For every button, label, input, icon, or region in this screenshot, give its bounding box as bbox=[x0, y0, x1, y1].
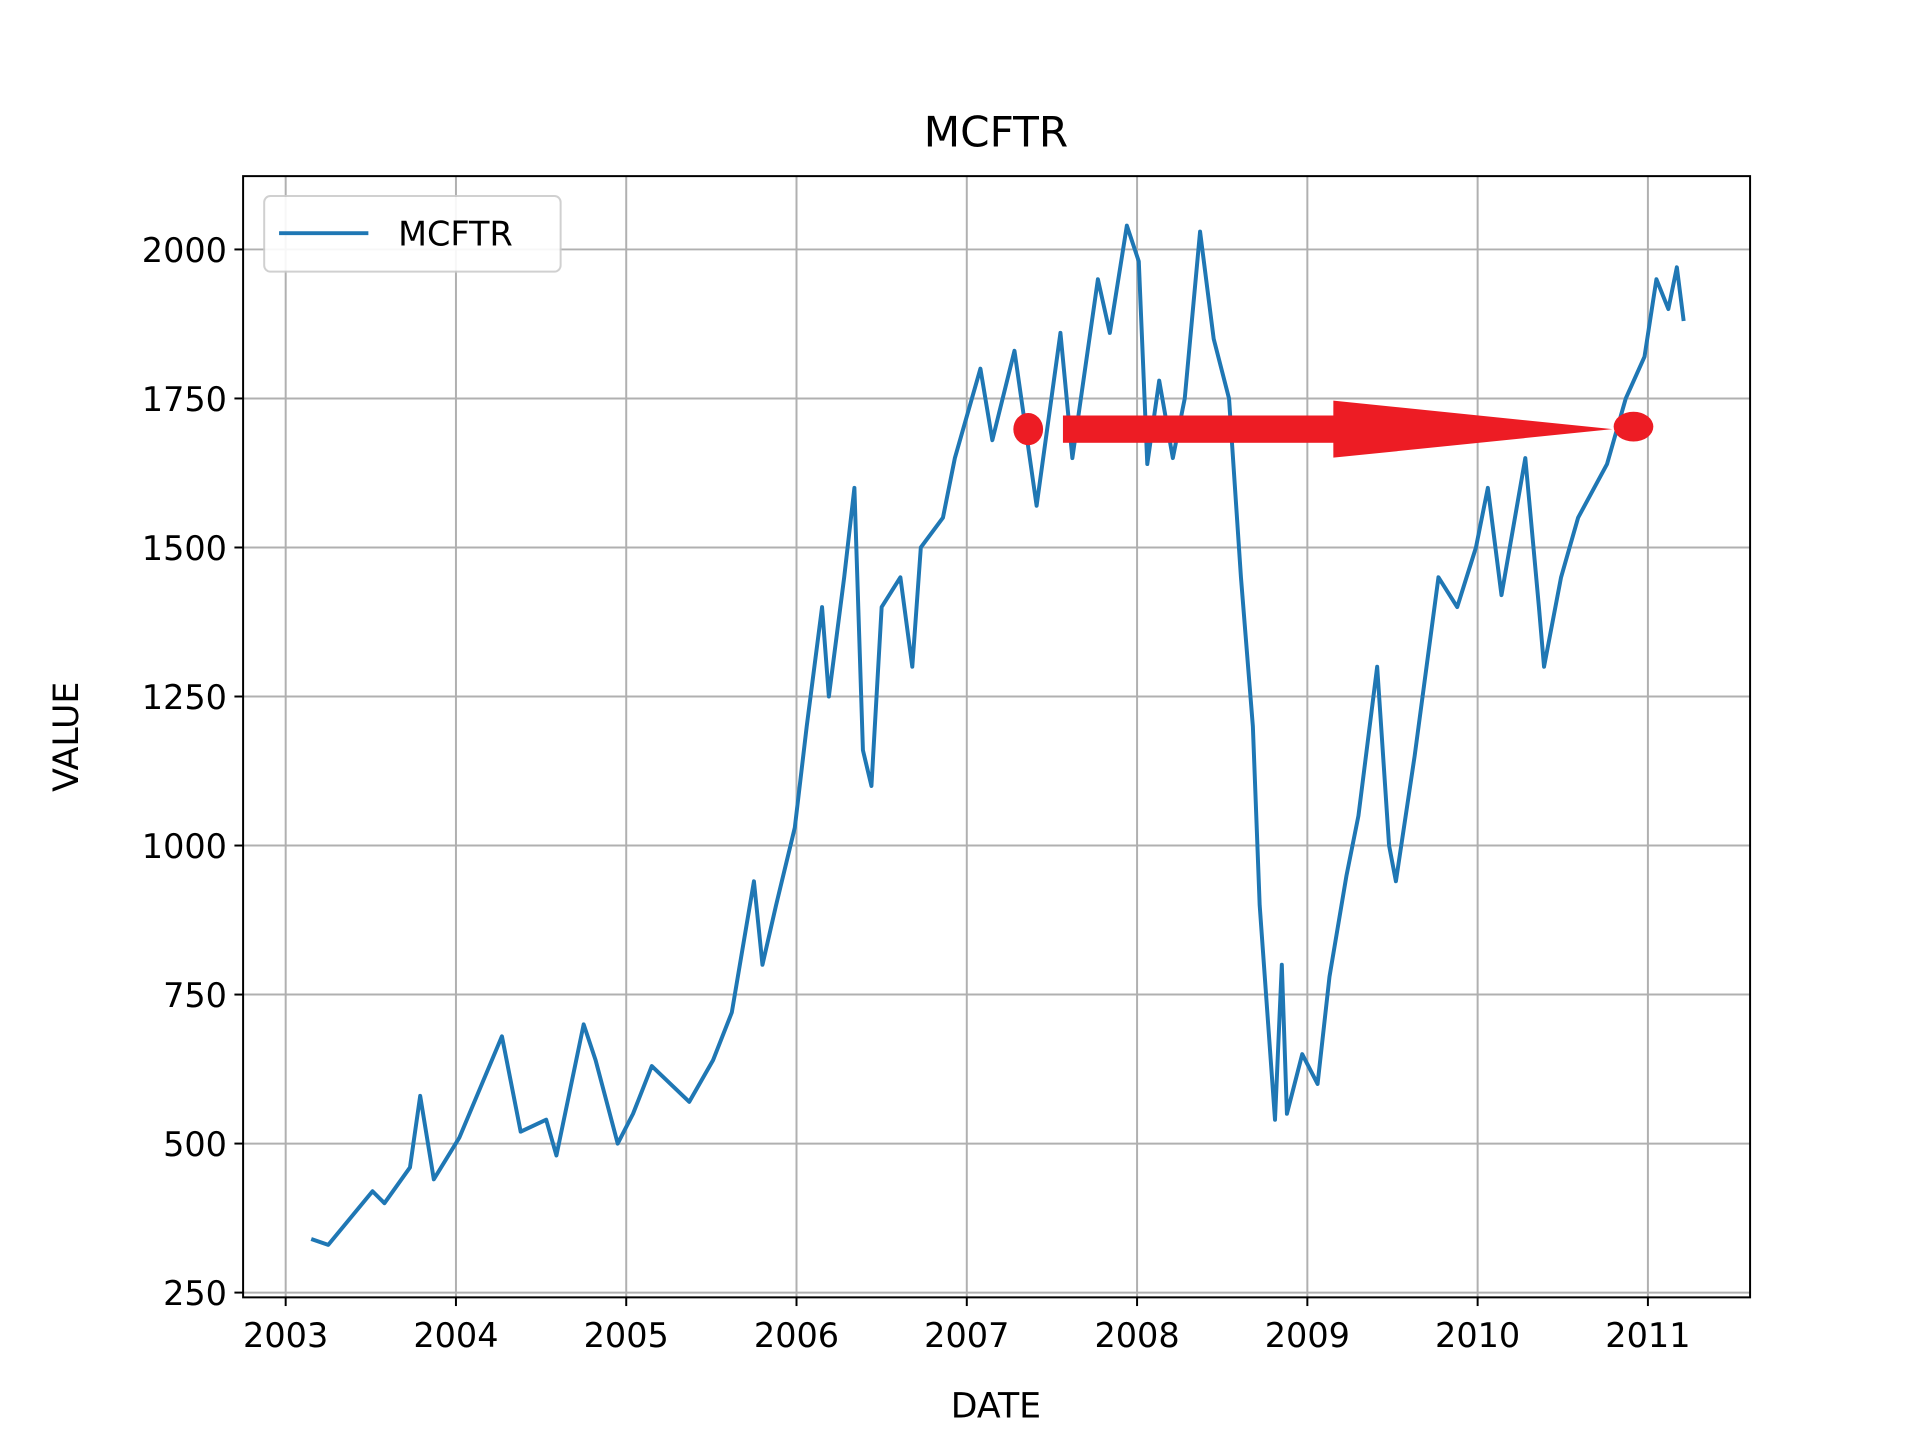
y-tick-label: 1250 bbox=[142, 678, 227, 717]
arrow-head bbox=[1333, 400, 1613, 458]
y-tick-label: 1000 bbox=[142, 827, 227, 866]
legend-label: MCFTR bbox=[398, 215, 513, 254]
y-tick-label: 250 bbox=[163, 1274, 227, 1313]
arrow-annotation bbox=[1013, 400, 1654, 458]
x-tick-label: 2003 bbox=[243, 1316, 328, 1355]
legend: MCFTR bbox=[263, 194, 562, 273]
x-tick-label: 2006 bbox=[754, 1316, 839, 1355]
y-tick-label: 1750 bbox=[142, 380, 227, 419]
data-line bbox=[310, 223, 1686, 1247]
axes-frame bbox=[242, 175, 1752, 1299]
x-tick-label: 2008 bbox=[1094, 1316, 1179, 1355]
x-tick-label: 2011 bbox=[1605, 1316, 1690, 1355]
x-tick-label: 2009 bbox=[1265, 1316, 1350, 1355]
y-axis-label: VALUE bbox=[47, 682, 87, 792]
x-axis-label: DATE bbox=[951, 1387, 1041, 1427]
y-tick-label: 2000 bbox=[142, 231, 227, 270]
chart-title: MCFTR bbox=[924, 107, 1068, 156]
x-tick-label: 2004 bbox=[413, 1316, 498, 1355]
annotation-dot bbox=[1013, 413, 1044, 446]
x-tick-label: 2005 bbox=[584, 1316, 669, 1355]
x-tick-label: 2010 bbox=[1435, 1316, 1520, 1355]
y-tick-label: 500 bbox=[163, 1125, 227, 1164]
plot-area bbox=[310, 223, 1686, 1247]
y-tick-label: 750 bbox=[163, 976, 227, 1015]
annotation-dot bbox=[1613, 411, 1654, 442]
grid: 250 500 750 1000 1250 1500 1750 2000 2003 2004 200… bbox=[142, 176, 1751, 1355]
arrow-shaft bbox=[1062, 415, 1336, 443]
x-tick-label: 2007 bbox=[924, 1316, 1009, 1355]
legend-box bbox=[263, 194, 562, 273]
y-tick-label: 1500 bbox=[142, 529, 227, 568]
